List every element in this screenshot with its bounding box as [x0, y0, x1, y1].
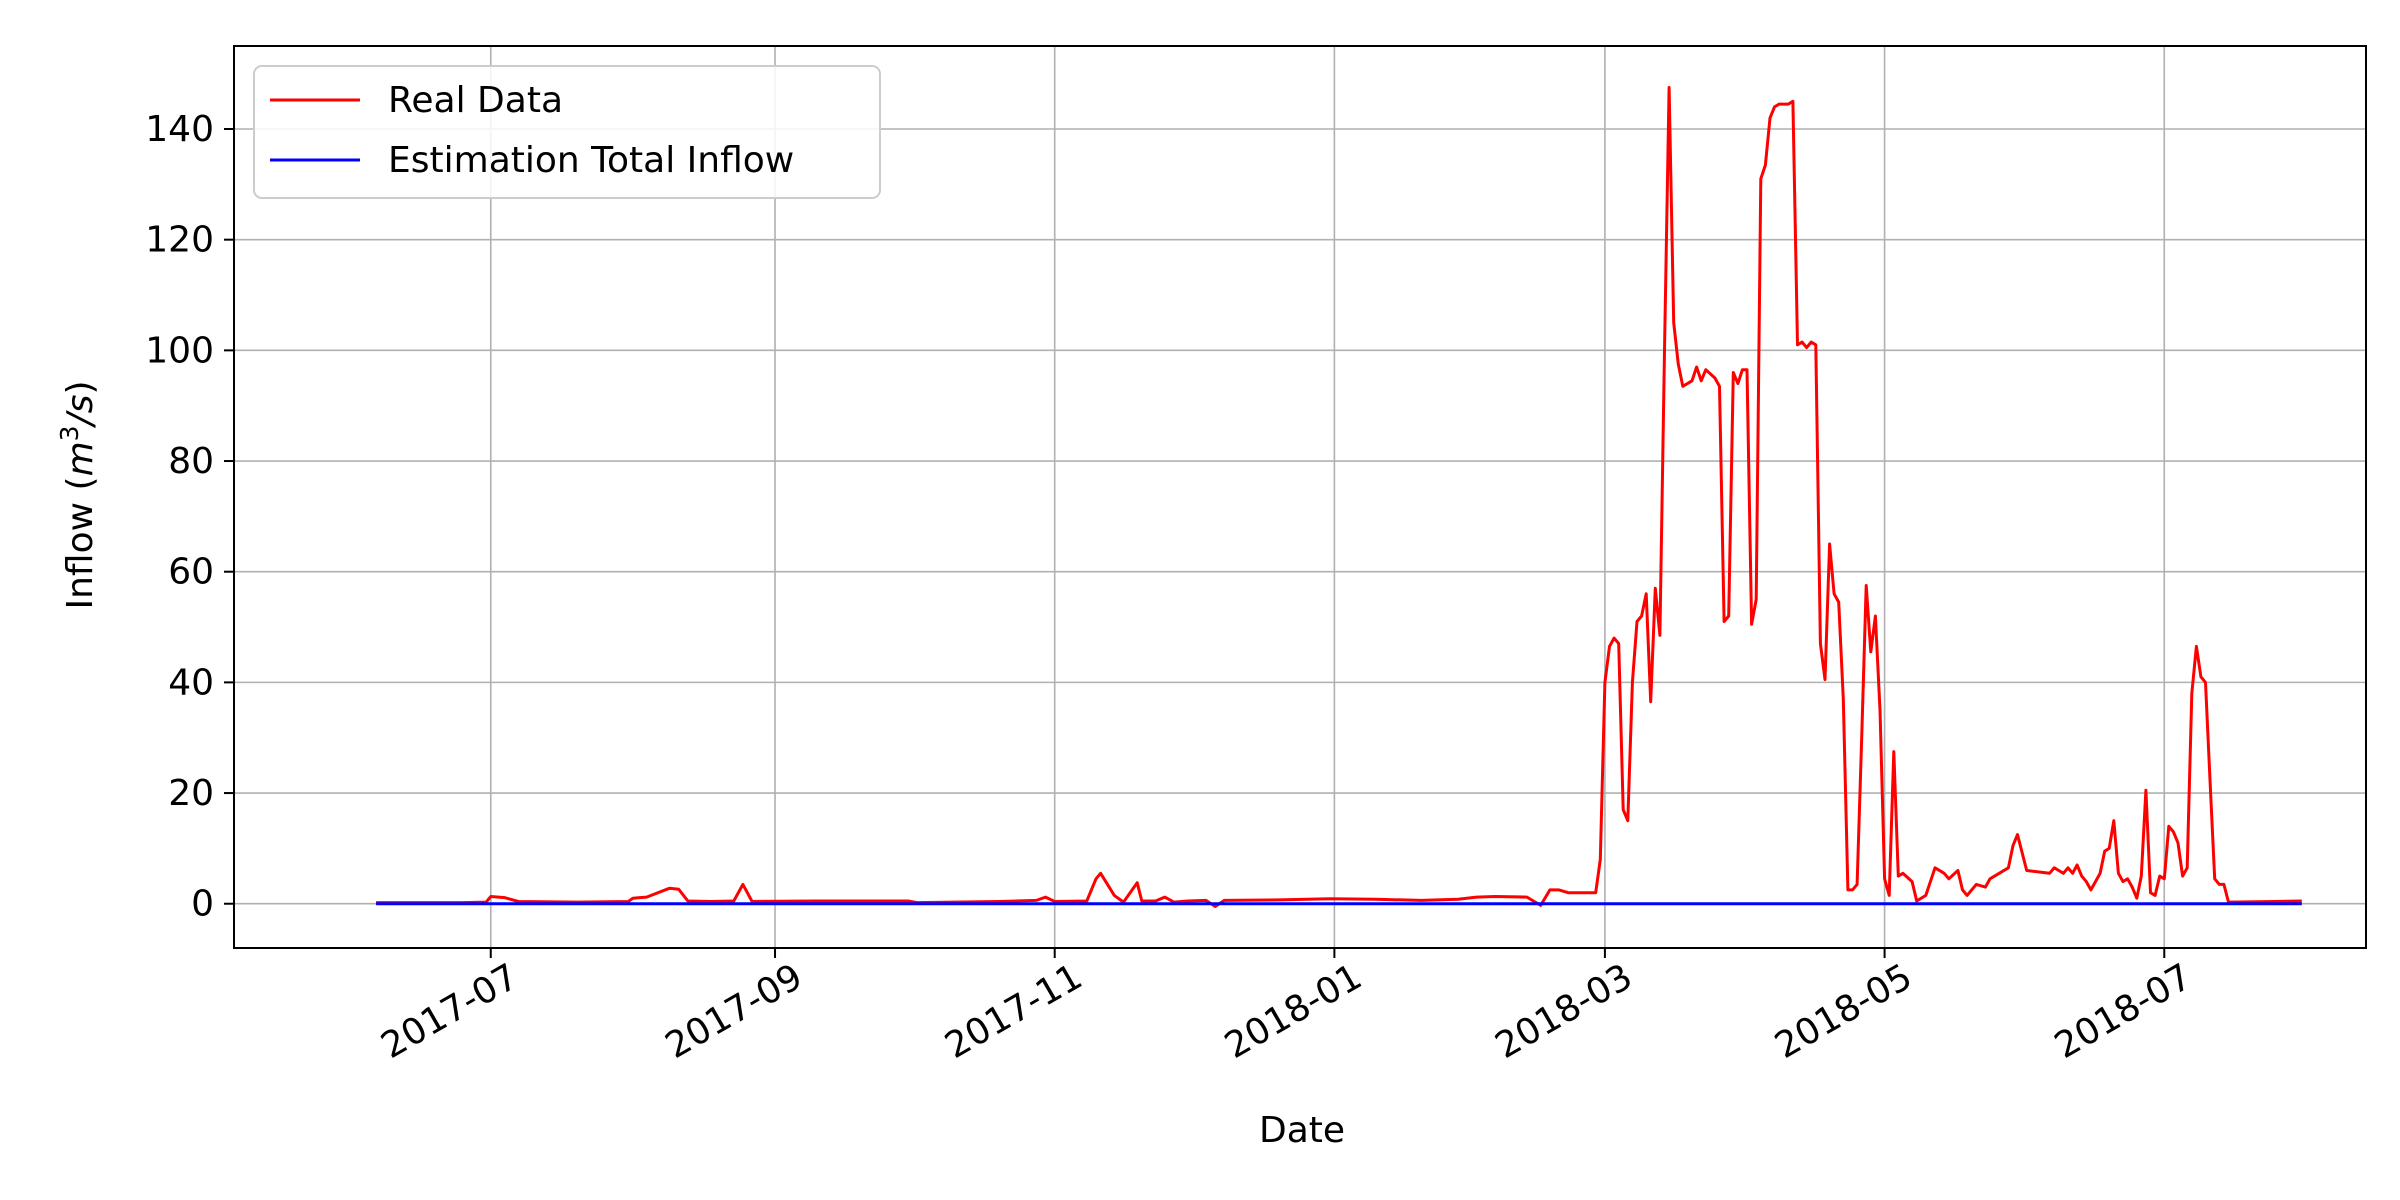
plot-frame — [233, 45, 2367, 949]
legend-box — [253, 65, 881, 199]
x-tick-label: 2018-05 — [1768, 956, 1919, 1067]
y-axis-label-unit-exp: 3 — [55, 425, 84, 441]
y-axis-ticks: 0 20 40 60 80 100 120 140 — [145, 109, 234, 925]
y-tick-label: 80 — [168, 441, 214, 482]
y-tick-label: 120 — [145, 220, 214, 261]
legend-label-estimation-total-inflow: Estimation Total Inflow — [388, 140, 794, 181]
y-axis-label-unit-base: m — [60, 441, 101, 476]
x-tick-label: 2017-11 — [938, 956, 1089, 1067]
y-tick-label: 140 — [145, 109, 214, 150]
x-tick-label: 2018-03 — [1489, 956, 1640, 1067]
legend-label-real-data: Real Data — [388, 80, 563, 121]
series-layer — [376, 86, 2302, 908]
y-axis-label-close: ) — [60, 381, 101, 395]
y-tick-label: 100 — [145, 330, 214, 371]
x-tick-label: 2017-07 — [374, 956, 525, 1067]
legend: Real Data Estimation Total Inflow — [253, 65, 881, 199]
x-tick-label: 2018-07 — [2048, 956, 2199, 1067]
x-tick-label: 2017-09 — [659, 956, 810, 1067]
y-axis-label-unit-rest: /s — [60, 395, 101, 429]
x-axis-ticks: 2017-07 2017-09 2017-11 2018-01 2018-03 2018-… — [374, 948, 2199, 1067]
x-tick-label: 2018-01 — [1218, 956, 1369, 1067]
y-tick-label: 20 — [168, 773, 214, 814]
x-axis-label: Date — [1259, 1110, 1345, 1151]
series-line-real-data — [376, 86, 2302, 908]
y-tick-label: 40 — [168, 662, 214, 703]
y-axis-label: Inflow (m3/s) — [55, 381, 101, 610]
y-axis-label-open: ( — [60, 476, 101, 502]
y-tick-label: 60 — [168, 552, 214, 593]
y-axis-label-text: Inflow — [60, 502, 101, 610]
y-tick-label: 0 — [191, 884, 214, 925]
